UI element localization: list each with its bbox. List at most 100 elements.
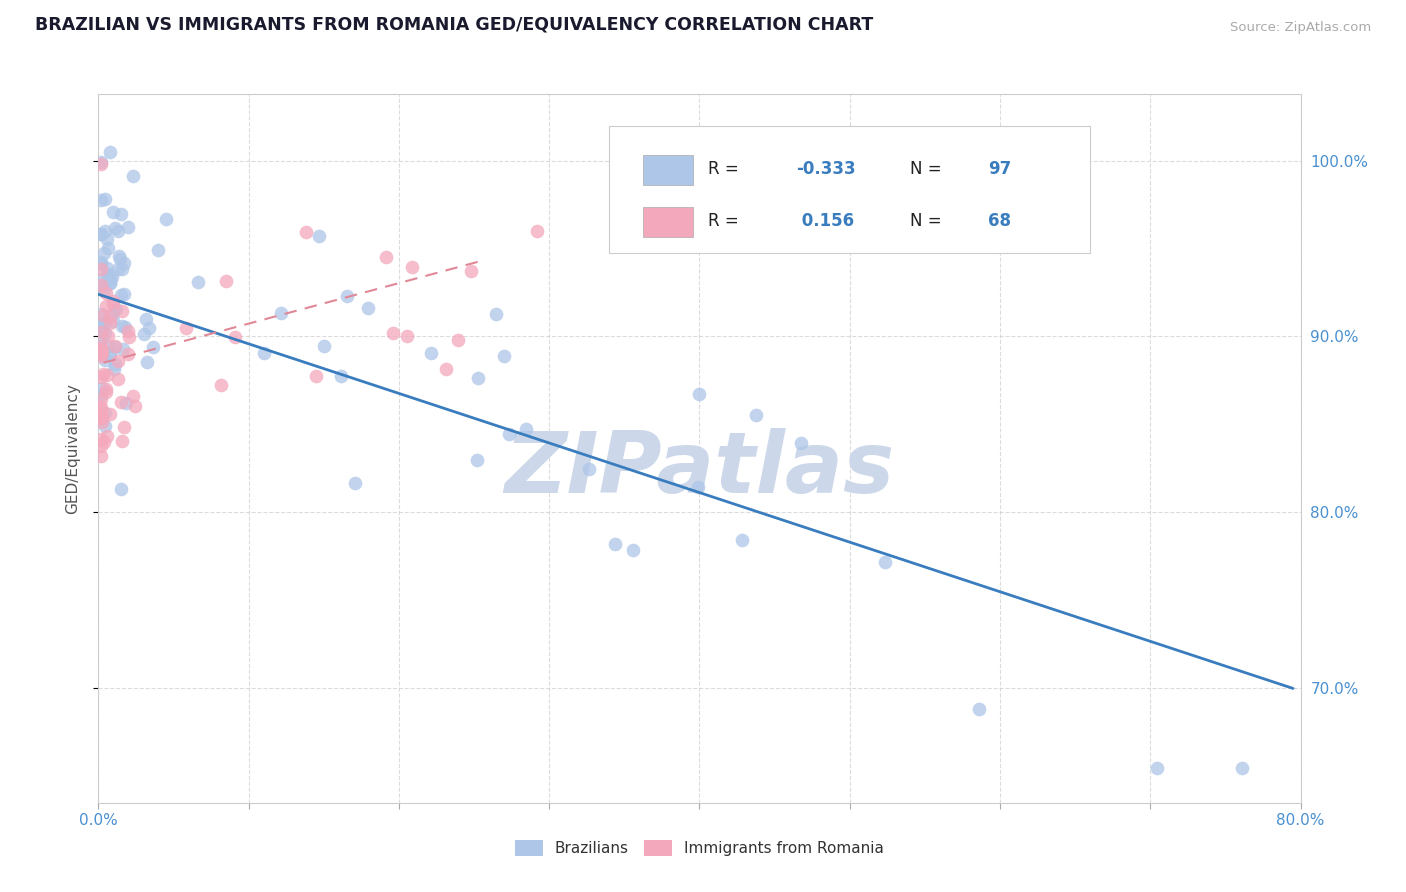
- Point: [873, 555, 896, 569]
- Point: [90, 157, 112, 171]
- Point: [90, 439, 112, 453]
- Point: [103, 204, 125, 219]
- Point: [104, 221, 127, 235]
- Point: [97, 241, 120, 255]
- Point: [117, 220, 139, 235]
- Text: Source: ZipAtlas.com: Source: ZipAtlas.com: [1230, 21, 1371, 34]
- Point: [90, 432, 112, 446]
- Point: [515, 422, 537, 436]
- Point: [93, 318, 115, 332]
- Text: N =: N =: [910, 160, 946, 178]
- Point: [90, 338, 112, 352]
- Point: [96, 368, 118, 382]
- Point: [97, 329, 120, 343]
- Point: [467, 453, 489, 467]
- Point: [623, 543, 645, 558]
- Point: [305, 369, 328, 384]
- Point: [758, 161, 780, 175]
- Text: 68: 68: [988, 212, 1011, 230]
- Point: [122, 389, 145, 403]
- Point: [118, 330, 141, 344]
- Point: [96, 429, 118, 443]
- Point: [94, 224, 117, 238]
- Point: [91, 345, 114, 359]
- Point: [90, 345, 112, 359]
- Point: [494, 350, 516, 364]
- Point: [90, 272, 112, 286]
- Point: [91, 317, 114, 331]
- Point: [214, 274, 236, 288]
- Point: [94, 326, 117, 340]
- Point: [688, 386, 710, 401]
- Point: [103, 305, 125, 319]
- Point: [110, 482, 132, 496]
- Point: [91, 381, 114, 395]
- Text: R =: R =: [707, 212, 744, 230]
- Point: [603, 537, 626, 551]
- Point: [111, 318, 134, 333]
- Point: [90, 278, 112, 293]
- Point: [112, 342, 135, 356]
- Point: [295, 225, 318, 239]
- Point: [114, 319, 136, 334]
- Point: [148, 243, 170, 257]
- Point: [628, 227, 651, 242]
- Text: R =: R =: [707, 160, 744, 178]
- Point: [107, 354, 129, 368]
- Point: [447, 333, 470, 347]
- Point: [329, 368, 352, 383]
- Point: [98, 310, 121, 325]
- Point: [138, 321, 160, 335]
- Point: [174, 320, 197, 334]
- Point: [90, 227, 112, 241]
- Point: [107, 224, 129, 238]
- Point: [104, 339, 127, 353]
- Point: [112, 287, 135, 301]
- Point: [90, 262, 112, 277]
- Point: [111, 434, 134, 448]
- Point: [90, 410, 112, 425]
- Point: [124, 399, 146, 413]
- Point: [97, 339, 120, 353]
- FancyBboxPatch shape: [643, 155, 693, 185]
- Point: [97, 267, 120, 281]
- Point: [108, 249, 131, 263]
- Point: [90, 255, 112, 269]
- Point: [110, 207, 132, 221]
- Point: [107, 261, 129, 276]
- Point: [790, 435, 813, 450]
- Point: [107, 372, 129, 386]
- Text: N =: N =: [910, 212, 946, 230]
- Point: [96, 261, 118, 276]
- Point: [90, 319, 112, 334]
- Point: [720, 186, 742, 201]
- Point: [90, 307, 112, 321]
- Point: [90, 410, 112, 425]
- Point: [108, 252, 131, 266]
- Point: [90, 392, 112, 407]
- Point: [115, 396, 138, 410]
- Point: [101, 294, 124, 309]
- Point: [90, 155, 112, 169]
- Point: [94, 419, 117, 434]
- Point: [90, 370, 112, 384]
- Point: [98, 348, 121, 362]
- Point: [381, 326, 404, 340]
- Point: [98, 276, 121, 290]
- Legend: Brazilians, Immigrants from Romania: Brazilians, Immigrants from Romania: [509, 834, 890, 863]
- Point: [224, 330, 246, 344]
- Point: [90, 350, 112, 364]
- Point: [967, 701, 990, 715]
- Point: [90, 278, 112, 293]
- Point: [111, 303, 134, 318]
- Point: [96, 267, 118, 281]
- Point: [93, 285, 115, 299]
- Point: [90, 343, 112, 358]
- Point: [96, 299, 118, 313]
- Point: [526, 224, 548, 238]
- Point: [110, 394, 132, 409]
- Point: [90, 408, 112, 422]
- Point: [101, 297, 124, 311]
- Point: [270, 306, 292, 320]
- Point: [93, 406, 115, 420]
